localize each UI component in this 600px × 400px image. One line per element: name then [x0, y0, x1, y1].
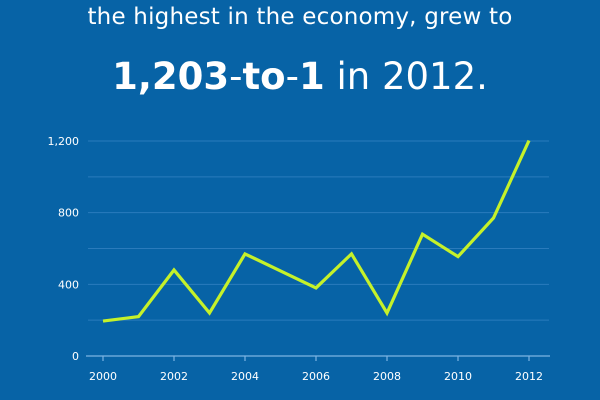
- ratio-one: 1: [298, 55, 325, 98]
- headline-line-2: 1,203-to-1 in 2012.: [0, 52, 600, 102]
- x-tick-label: 2006: [302, 370, 330, 383]
- x-tick-label: 2012: [515, 370, 543, 383]
- y-tick-label: 400: [58, 278, 79, 291]
- headline-line-1: the highest in the economy, grew to: [87, 4, 513, 30]
- x-tick-label: 2002: [160, 370, 188, 383]
- x-tick-label: 2010: [444, 370, 472, 383]
- x-tick-label: 2000: [89, 370, 117, 383]
- dash: -: [229, 55, 243, 98]
- data-line: [102, 139, 531, 323]
- x-tick-label: 2004: [231, 370, 259, 383]
- y-tick-label: 0: [72, 350, 79, 363]
- x-axis-ticks: 2000 2002 2004 2006 2008 2010 2012: [89, 356, 543, 383]
- ratio-to: to: [242, 55, 286, 98]
- y-tick-label: 800: [58, 207, 79, 220]
- dash: -: [285, 55, 299, 98]
- y-tick-label: 1,200: [48, 135, 80, 148]
- y-axis-labels: 0 400 800 1,200: [48, 135, 80, 363]
- headline-suffix: in 2012.: [324, 55, 488, 98]
- x-tick-label: 2008: [373, 370, 401, 383]
- gridlines: [88, 140, 549, 321]
- ratio-value: 1,203: [112, 55, 230, 98]
